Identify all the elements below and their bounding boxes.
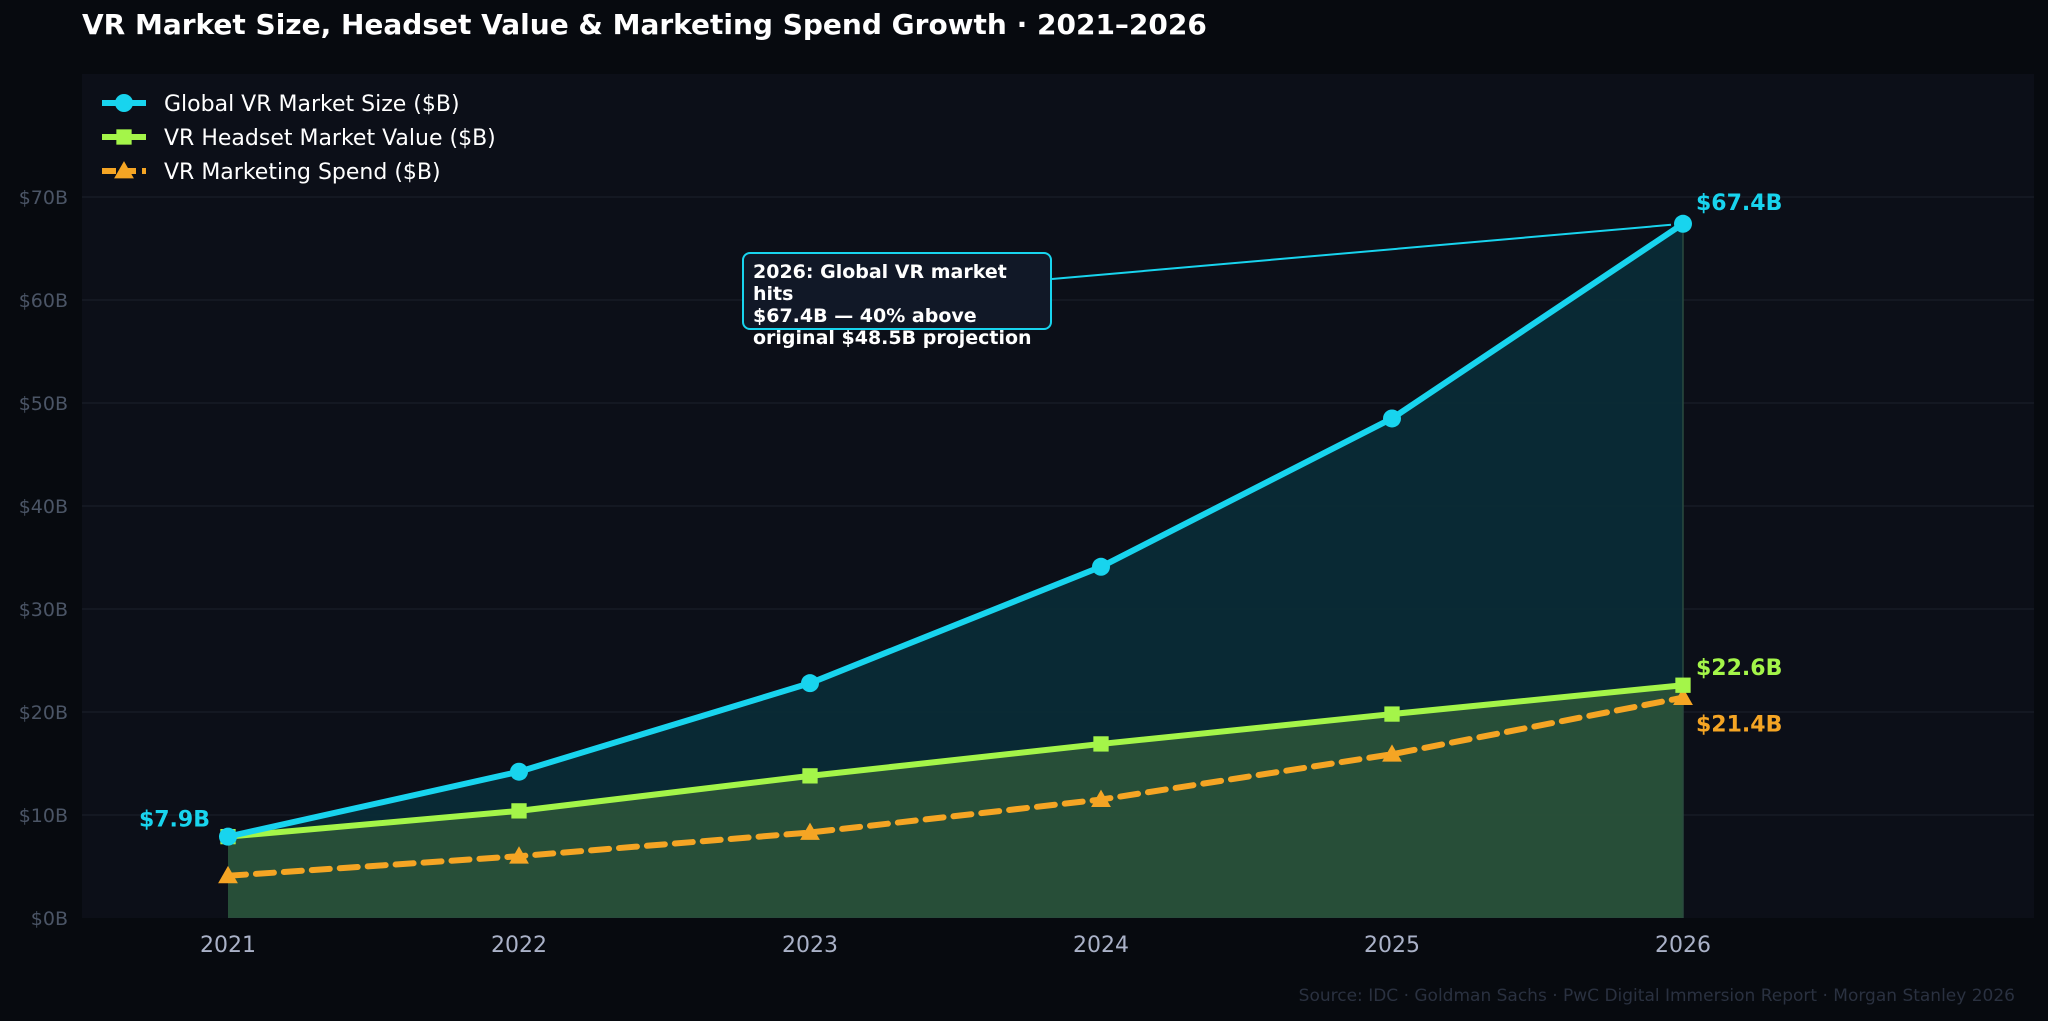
x-tick-label-2026: 2026: [1655, 933, 1711, 958]
legend-label-3: VR Marketing Spend ($B): [164, 160, 441, 185]
chart-title: VR Market Size, Headset Value & Marketin…: [82, 8, 1207, 41]
legend-marker-2: [116, 129, 132, 145]
annotation-box: 2026: Global VR market hits $67.4B — 40%…: [742, 252, 1052, 349]
series-1-point-2023: [801, 674, 819, 693]
x-tick-label-2022: 2022: [491, 933, 547, 958]
legend-label-1: Global VR Market Size ($B): [164, 92, 460, 117]
x-axis-ticks: 2021 2022 2023 2024 2025 2026: [200, 933, 1711, 958]
data-labels: $67.4B $22.6B $21.4B $7.9B: [139, 191, 1782, 833]
legend: Global VR Market Size ($B) VR Headset Mar…: [102, 92, 496, 185]
end-label-series-2: $22.6B: [1696, 656, 1782, 681]
x-tick-label-2025: 2025: [1364, 933, 1420, 958]
x-tick-label-2024: 2024: [1073, 933, 1129, 958]
series-3-point-2021: [218, 865, 238, 884]
source-note: Source: IDC · Goldman Sachs · PwC Digita…: [1298, 986, 2015, 1006]
y-tick-label-70: $70B: [19, 187, 68, 209]
y-tick-label-40: $40B: [19, 496, 68, 518]
y-tick-label-0: $0B: [31, 908, 68, 930]
series-2-point-2023: [802, 768, 818, 784]
series-1-point-2026: [1674, 214, 1692, 233]
series-2-point-2024: [1093, 736, 1109, 752]
series-2-point-2025: [1384, 706, 1400, 722]
series-1-point-2024: [1092, 557, 1110, 576]
x-tick-label-2023: 2023: [782, 933, 838, 958]
series-1-point-2025: [1383, 409, 1401, 428]
series-3-point-2022: [509, 846, 529, 864]
legend-label-2: VR Headset Market Value ($B): [164, 126, 496, 151]
series-2-point-2022: [511, 803, 527, 819]
x-tick-label-2021: 2021: [200, 933, 256, 958]
series-lines: [225, 220, 1686, 879]
end-label-series-1: $67.4B: [1696, 191, 1782, 216]
series-markers: [218, 214, 1693, 884]
y-tick-label-50: $50B: [19, 393, 68, 415]
legend-marker-3: [114, 161, 134, 179]
start-label-series-1: $7.9B: [139, 808, 210, 833]
series-line-3: [225, 694, 1686, 879]
y-tick-label-10: $10B: [19, 805, 68, 827]
y-tick-label-30: $30B: [19, 599, 68, 621]
series-3-point-2024: [1091, 789, 1111, 807]
annotation-arrow: [1051, 223, 1672, 280]
series-2-point-2026: [1675, 677, 1691, 693]
series-line-1: [225, 220, 1686, 840]
y-tick-label-20: $20B: [19, 702, 68, 724]
series-3-point-2026: [1673, 687, 1693, 706]
y-tick-label-60: $60B: [19, 290, 68, 312]
series-3-point-2023: [800, 822, 820, 840]
series-3-point-2025: [1382, 744, 1402, 762]
series-line-2: [225, 682, 1686, 840]
y-axis-ticks: $0B $10B $20B $30B $40B $50B $60B $70B: [19, 187, 68, 930]
legend-marker-1: [115, 94, 133, 112]
area-fill-2: [228, 685, 1683, 918]
series-1-point-2022: [510, 762, 528, 781]
end-label-series-3: $21.4B: [1696, 713, 1782, 738]
area-fills: [228, 223, 1684, 918]
series-1-point-2021: [219, 827, 237, 846]
